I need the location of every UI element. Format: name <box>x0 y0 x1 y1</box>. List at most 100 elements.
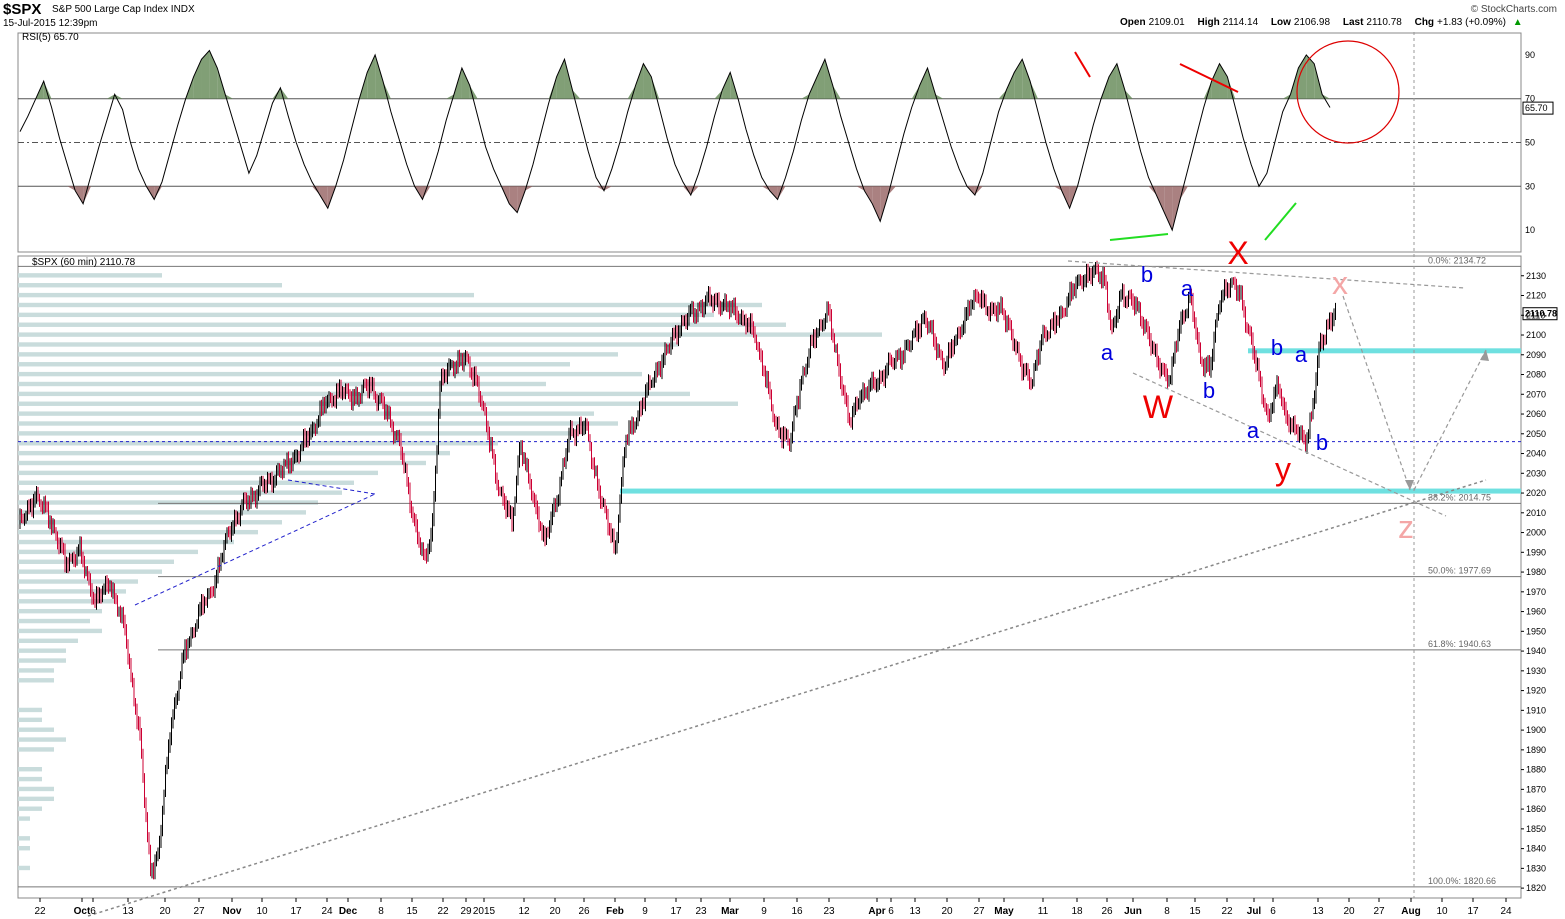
price-tick-label: 2050 <box>1526 429 1546 439</box>
rsi-divergence-line <box>1074 51 1091 78</box>
rsi-oversold-fill <box>682 186 691 196</box>
rsi-line <box>19 49 1331 232</box>
index-name: S&P 500 Large Cap Index INDX <box>52 4 195 15</box>
time-tick-label: 8 <box>1164 906 1170 917</box>
volume-by-price-bar <box>18 450 450 456</box>
volume-by-price-bar <box>18 668 54 673</box>
rsi-overbought-fill <box>564 59 573 99</box>
rsi-overbought-fill <box>1014 59 1023 99</box>
volume-by-price-bar <box>18 747 54 752</box>
volume-by-price-bar <box>18 806 42 811</box>
time-tick-label: 27 <box>1373 906 1385 917</box>
projection-arrowhead <box>1480 350 1489 361</box>
volume-by-price-bar <box>18 500 318 505</box>
volume-by-price-bar <box>18 737 66 742</box>
rsi-panel: RSI(5) 65.70 90 70 50 30 10 65.70 <box>17 32 1554 253</box>
time-tick-label: 22 <box>34 906 46 917</box>
trend-line-dashed-blue <box>287 479 376 495</box>
price-tick-label: 2070 <box>1526 389 1546 399</box>
rsi-overbought-fill <box>106 94 115 99</box>
time-tick-label: 9 <box>642 906 648 917</box>
price-tick-label: 1870 <box>1526 784 1546 794</box>
time-tick-label: 15 <box>1189 906 1201 917</box>
volume-by-price-bar <box>18 441 498 446</box>
symbol: $SPX <box>3 1 42 18</box>
volume-by-price-bar <box>18 312 714 318</box>
projection-line <box>1413 349 1487 491</box>
time-tick-label: Mar <box>721 906 739 917</box>
rsi-overbought-fill <box>201 50 210 99</box>
price-tick-label: 2110 <box>1526 310 1545 320</box>
time-tick-label: 23 <box>695 906 707 917</box>
time-tick-label: Dec <box>339 906 358 917</box>
rsi-bullish-divergence-line <box>1264 202 1297 241</box>
price-tick-label: 1820 <box>1526 883 1546 893</box>
wave-label: b <box>1271 335 1283 360</box>
rsi-overbought-fill <box>1030 81 1039 99</box>
rsi-overbought-fill <box>824 59 833 99</box>
volume-by-price-bar <box>18 727 54 732</box>
volume-by-price-bar <box>18 520 282 525</box>
rsi-tick-label: 50 <box>1525 138 1535 148</box>
rsi-overbought-fill <box>272 87 281 99</box>
rsi-tick-label: 30 <box>1525 181 1535 191</box>
rsi-overbought-fill <box>225 94 234 99</box>
volume-by-price-bar <box>18 678 54 683</box>
time-tick-label: 20 <box>941 906 953 917</box>
rsi-overbought-fill <box>627 85 636 99</box>
fibonacci-label: 0.0%: 2134.72 <box>1428 255 1486 265</box>
rsi-bullish-divergence-line <box>1109 233 1169 241</box>
rsi-overbought-fill <box>43 81 52 99</box>
wave-label: b <box>1203 378 1215 403</box>
volume-by-price-bar <box>18 717 42 723</box>
rsi-overbought-fill <box>1306 54 1315 99</box>
wave-label: a <box>1295 342 1308 367</box>
volume-by-price-bar <box>18 599 114 604</box>
rsi-overbought-fill <box>722 72 731 99</box>
volume-by-price-bar <box>18 796 54 802</box>
rsi-oversold-fill <box>525 186 533 191</box>
rsi-last-value-marker: 65.70 <box>1522 101 1554 115</box>
time-tick-label: 8 <box>378 906 384 917</box>
volume-by-price-bar <box>18 431 570 436</box>
wave-label: z <box>1398 509 1414 545</box>
rsi-oversold-fill <box>311 186 320 196</box>
chg-arrow-icon: ▲ <box>1512 17 1523 28</box>
chart-header: $SPX S&P 500 Large Cap Index INDX 15-Jul… <box>0 0 1565 32</box>
volume-by-price-bar <box>18 658 66 663</box>
price-tick-label: 1990 <box>1526 547 1546 557</box>
price-tick-label: 2000 <box>1526 528 1546 538</box>
rsi-oversold-fill <box>1053 186 1062 191</box>
rsi-oversold-fill <box>1164 186 1173 231</box>
wave-label: a <box>1247 418 1260 443</box>
volume-by-price-bar <box>18 589 126 594</box>
volume-by-price-bar <box>18 332 882 337</box>
price-tick-label: 2100 <box>1526 330 1546 340</box>
volume-by-price-bar <box>18 539 234 545</box>
time-tick-label: 26 <box>1101 906 1113 917</box>
volume-by-price-bar <box>18 283 282 288</box>
time-tick-label: 13 <box>909 906 921 917</box>
volume-by-price-bar <box>18 529 258 535</box>
time-tick-label: 12 <box>518 906 530 917</box>
volume-by-price-bar <box>18 846 30 851</box>
time-tick-label: 11 <box>1038 906 1049 917</box>
last-value: 2110.78 <box>1366 17 1402 28</box>
time-tick-label: Jul <box>1247 906 1262 917</box>
volume-by-price-bar <box>18 381 546 387</box>
cyan-resistance-zone <box>1248 348 1521 354</box>
time-tick-label: Feb <box>606 906 624 917</box>
price-tick-label: 1840 <box>1526 844 1546 854</box>
long-term-trend-line <box>87 479 1487 917</box>
rsi-oversold-fill <box>1172 186 1181 231</box>
price-last-value-marker: 2110.78 <box>1522 307 1558 321</box>
projection-line <box>1342 295 1411 491</box>
volume-by-price-bar <box>18 480 354 485</box>
rsi-last-value-box <box>1522 101 1554 115</box>
price-tick-label: 1980 <box>1526 567 1546 577</box>
time-tick-label: 17 <box>670 906 682 917</box>
volume-by-price-bar <box>18 767 42 772</box>
rsi-overbought-fill <box>1203 81 1212 99</box>
rsi-overbought-fill <box>1227 76 1236 99</box>
rsi-overbought-fill <box>461 68 470 99</box>
